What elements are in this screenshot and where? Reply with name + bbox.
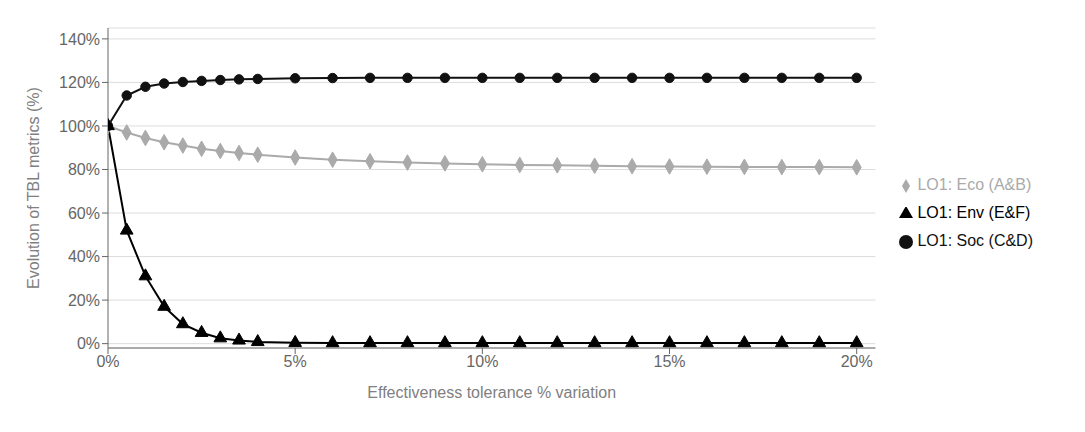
- svg-text:140%: 140%: [59, 31, 100, 48]
- svg-text:15%: 15%: [654, 353, 686, 370]
- svg-text:20%: 20%: [68, 292, 100, 309]
- svg-text:Effectiveness tolerance % vari: Effectiveness tolerance % variation: [367, 384, 616, 401]
- svg-text:10%: 10%: [466, 353, 498, 370]
- svg-text:100%: 100%: [59, 118, 100, 135]
- svg-text:0%: 0%: [77, 335, 100, 352]
- html-text:LO1: Env (E&F): LO1: Env (E&F): [917, 204, 1031, 221]
- svg-text:5%: 5%: [284, 353, 307, 370]
- svg-text:40%: 40%: [68, 248, 100, 265]
- svg-text:120%: 120%: [59, 74, 100, 91]
- svg-text:0%: 0%: [96, 353, 119, 370]
- html-text:LO1: Eco (A&B): LO1: Eco (A&B): [917, 176, 1032, 193]
- svg-text:60%: 60%: [68, 205, 100, 222]
- html-text:LO1: Soc (C&D): LO1: Soc (C&D): [917, 232, 1033, 249]
- svg-text:Evolution of TBL metrics (%): Evolution of TBL metrics (%): [25, 87, 42, 289]
- svg-text:20%: 20%: [841, 353, 873, 370]
- svg-text:80%: 80%: [68, 161, 100, 178]
